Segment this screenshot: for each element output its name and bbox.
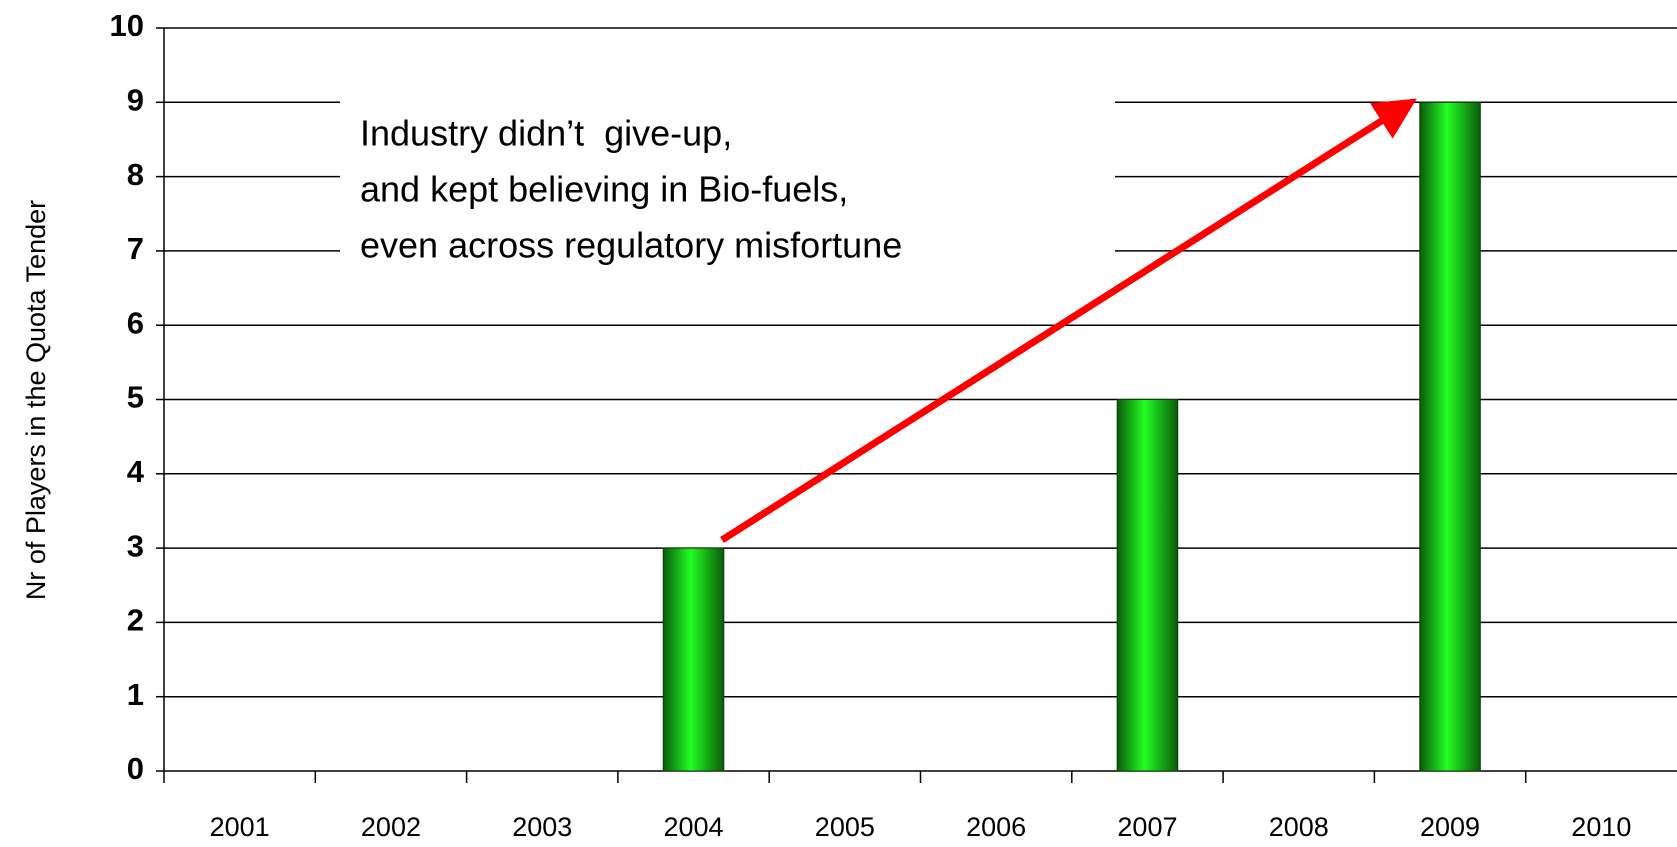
x-tick-label: 2009 xyxy=(1420,812,1480,842)
y-tick-label: 10 xyxy=(110,8,144,43)
annotation: and kept believing in Bio-fuels, xyxy=(360,169,848,210)
x-tick-label: 2001 xyxy=(210,812,270,842)
y-tick-label: 3 xyxy=(127,528,144,563)
y-tick-label: 5 xyxy=(127,380,144,415)
y-tick-label: 2 xyxy=(127,603,144,638)
x-tick-label: 2002 xyxy=(361,812,421,842)
x-tick-label: 2010 xyxy=(1571,812,1631,842)
bar xyxy=(1116,399,1179,772)
y-tick-label: 7 xyxy=(127,231,144,266)
annotation: even across regulatory misfortune xyxy=(360,225,902,266)
arrow xyxy=(720,98,1417,543)
y-tick-label: 6 xyxy=(127,305,144,340)
x-tick-label: 2004 xyxy=(664,812,724,842)
y-tick-label: 0 xyxy=(127,751,144,786)
annotation-box xyxy=(340,72,1115,284)
bar xyxy=(662,547,725,772)
y-axis-label: Nr of Players in the Quota Tender xyxy=(21,200,51,600)
x-tick-label: 2005 xyxy=(815,812,875,842)
bar xyxy=(1419,101,1481,772)
y-tick-label: 4 xyxy=(127,454,145,489)
y-tick-label: 8 xyxy=(127,157,144,192)
x-tick-label: 2006 xyxy=(966,812,1026,842)
annotation: Industry didn’t give-up, xyxy=(360,113,732,154)
x-tick-label: 2007 xyxy=(1117,812,1177,842)
y-tick-label: 9 xyxy=(127,82,144,117)
y-tick-label: 1 xyxy=(127,677,144,712)
x-tick-label: 2008 xyxy=(1269,812,1329,842)
x-tick-label: 2003 xyxy=(512,812,572,842)
